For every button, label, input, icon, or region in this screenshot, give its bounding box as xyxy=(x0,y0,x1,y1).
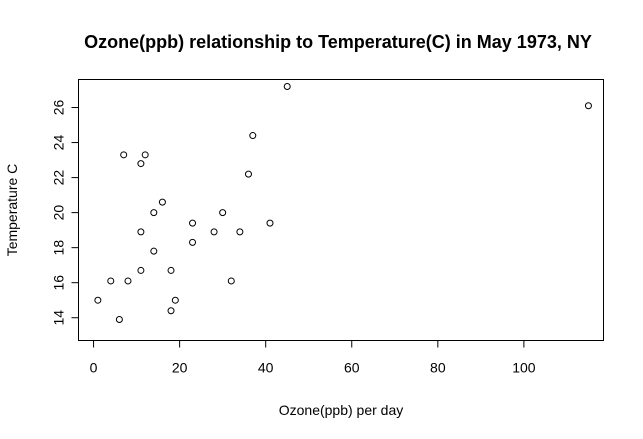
data-point xyxy=(219,209,227,217)
data-point xyxy=(236,228,244,236)
x-axis: 0 20 40 60 80 100 xyxy=(90,340,536,376)
data-point xyxy=(266,219,274,227)
x-tick-label: 60 xyxy=(344,360,360,376)
data-point xyxy=(171,296,179,304)
x-tick-label: 40 xyxy=(258,360,274,376)
x-tick-label: 80 xyxy=(430,360,446,376)
y-axis: 14 16 18 20 22 24 26 xyxy=(51,100,79,326)
x-axis-label: Ozone(ppb) per day xyxy=(279,402,404,418)
data-point xyxy=(189,219,197,227)
plot-frame xyxy=(78,79,604,341)
y-tick-label: 16 xyxy=(51,275,67,291)
y-tick-label: 20 xyxy=(51,205,67,221)
data-point xyxy=(210,228,218,236)
chart-title: Ozone(ppb) relationship to Temperature(C… xyxy=(84,32,592,52)
data-point xyxy=(107,277,115,285)
data-point xyxy=(137,266,145,274)
data-point xyxy=(244,170,252,178)
x-tick-label: 0 xyxy=(90,360,98,376)
data-point xyxy=(584,102,592,110)
y-tick-label: 24 xyxy=(51,135,67,151)
data-point xyxy=(227,277,235,285)
data-point xyxy=(158,198,166,206)
x-tick-label: 20 xyxy=(172,360,188,376)
data-point xyxy=(115,315,123,323)
data-point xyxy=(150,209,158,217)
y-tick-label: 14 xyxy=(51,310,67,326)
data-point xyxy=(150,247,158,255)
data-point xyxy=(137,228,145,236)
y-tick-label: 18 xyxy=(51,240,67,256)
data-point xyxy=(120,151,128,159)
data-point xyxy=(137,160,145,168)
y-axis-label: Temperature C xyxy=(4,164,20,257)
data-point xyxy=(94,296,102,304)
y-tick-label: 26 xyxy=(51,100,67,116)
data-point xyxy=(189,238,197,246)
data-point xyxy=(167,307,175,315)
data-point xyxy=(141,151,149,159)
y-tick-label: 22 xyxy=(51,170,67,186)
data-point xyxy=(124,277,132,285)
data-series xyxy=(94,83,592,323)
x-tick-label: 100 xyxy=(512,360,536,376)
data-point xyxy=(167,266,175,274)
data-point xyxy=(283,83,291,91)
data-point xyxy=(249,132,257,140)
